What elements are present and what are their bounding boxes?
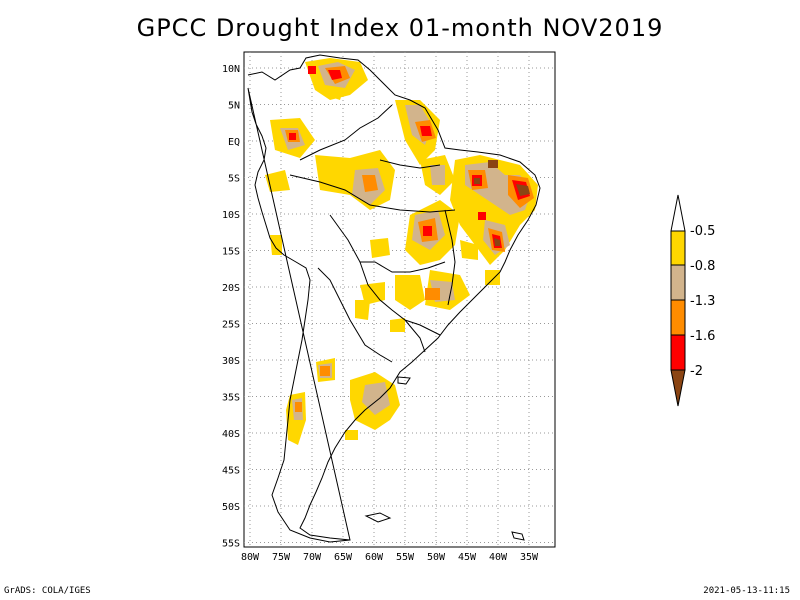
longitude-label: 35W [520, 552, 539, 563]
latitude-label: 45S [222, 466, 240, 477]
islands [364, 376, 525, 541]
colorbar-upper-arrow [670, 194, 686, 232]
longitude-label: 70W [303, 552, 322, 563]
drought-exceptional-areas [474, 160, 530, 246]
latitude-label: 25S [222, 320, 240, 331]
chart-title: GPCC Drought Index 01-month NOV2019 [136, 14, 664, 42]
longitude-label: 80W [241, 552, 260, 563]
colorbar-label-2: -0.8 [690, 259, 715, 274]
longitude-label: 45W [458, 552, 477, 563]
latitude-label: 10N [222, 64, 240, 75]
colorbar-label-3: -1.3 [690, 294, 715, 309]
footer-credit: GrADS: COLA/IGES [4, 586, 91, 596]
coastlines-and-borders [247, 54, 541, 543]
colorbar-band-4 [670, 334, 686, 371]
latitude-labels: 10N 5N EQ 5S 10S 15S 20S 25S 30S 35S 40S 45S 50S 55S [222, 64, 240, 550]
colorbar-band-2 [670, 264, 686, 301]
longitude-label: 55W [396, 552, 415, 563]
footer-timestamp: 2021-05-13-11:15 [703, 586, 790, 596]
latitude-label: 10S [222, 210, 240, 221]
latitude-label: 55S [222, 539, 240, 550]
latitude-label: EQ [228, 137, 240, 148]
map-gridlines [244, 52, 555, 547]
latitude-label: 5S [228, 174, 240, 185]
longitude-label: 40W [489, 552, 508, 563]
latitude-label: 30S [222, 356, 240, 367]
longitude-label: 50W [427, 552, 446, 563]
colorbar-label-4: -1.6 [690, 329, 715, 344]
longitude-label: 65W [334, 552, 353, 563]
latitude-label: 20S [222, 283, 240, 294]
longitude-labels: 80W 75W 70W 65W 60W 55W 50W 45W 40W 35W [241, 552, 539, 563]
latitude-label: 15S [222, 247, 240, 258]
longitude-label: 60W [365, 552, 384, 563]
colorbar-label-5: -2 [690, 364, 703, 379]
colorbar-lower-arrow [670, 369, 686, 407]
longitude-label: 75W [272, 552, 291, 563]
latitude-label: 40S [222, 429, 240, 440]
latitude-label: 35S [222, 393, 240, 404]
colorbar-band-1 [670, 230, 686, 266]
latitude-label: 50S [222, 502, 240, 513]
colorbar: -0.5 -0.8 -1.3 -1.6 -2 [670, 194, 715, 407]
latitude-label: 5N [228, 101, 240, 112]
colorbar-band-3 [670, 299, 686, 336]
colorbar-label-1: -0.5 [690, 224, 715, 239]
